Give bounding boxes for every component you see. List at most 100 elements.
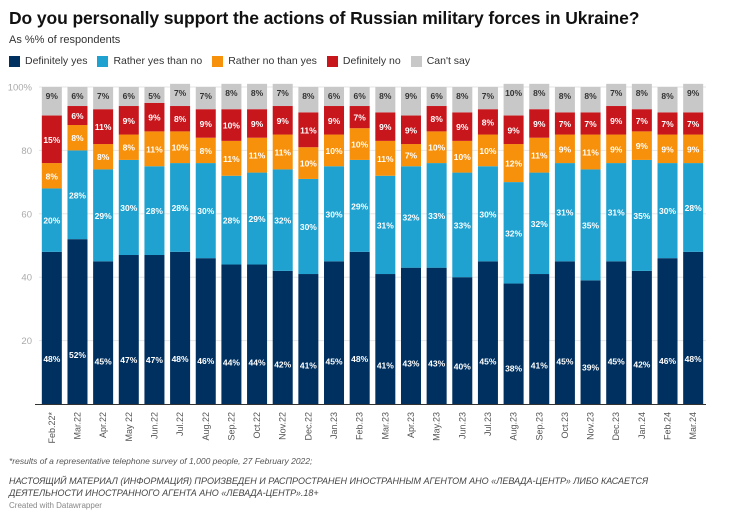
bar-segment: [118, 106, 139, 135]
value-label: 44%: [223, 358, 240, 368]
value-label: 10%: [326, 146, 343, 156]
bar-segment: [298, 112, 319, 148]
bar-segment: [477, 166, 498, 262]
bar-segment: [349, 159, 370, 252]
value-label: 47%: [146, 355, 163, 365]
bar-segment: [247, 83, 268, 110]
value-label: 10%: [428, 143, 445, 153]
value-label: 42%: [274, 360, 291, 370]
y-tick-label: 20: [21, 336, 32, 347]
y-tick-label: 60: [21, 209, 32, 220]
bar-segment: [247, 172, 268, 265]
value-label: 11%: [582, 147, 599, 157]
value-label: 32%: [531, 219, 548, 229]
bar-segment: [93, 261, 114, 404]
legend-swatch: [97, 55, 109, 67]
value-label: 30%: [300, 222, 317, 232]
x-tick-label: Mar.22: [72, 412, 82, 440]
value-label: 9%: [251, 119, 264, 129]
value-label: 31%: [377, 220, 394, 230]
value-label: 43%: [402, 359, 419, 369]
value-label: 9%: [533, 119, 546, 129]
bar-segment: [606, 106, 627, 135]
bar-segment: [503, 283, 524, 404]
value-label: 32%: [402, 212, 419, 222]
legend-label: Can't say: [426, 55, 471, 67]
bar-segment: [477, 261, 498, 404]
foreign-agent-notice: НАСТОЯЩИЙ МАТЕРИАЛ (ИНФОРМАЦИЯ) ПРОИЗВЕД…: [9, 476, 649, 498]
bar-segment: [195, 258, 216, 404]
x-tick-label: Nov.22: [278, 412, 288, 440]
value-label: 31%: [608, 208, 625, 218]
value-label: 33%: [454, 220, 471, 230]
value-label: 9%: [610, 144, 623, 154]
value-label: 6%: [328, 91, 341, 101]
value-label: 9%: [277, 116, 290, 126]
value-label: 9%: [405, 91, 418, 101]
value-label: 9%: [559, 144, 572, 154]
bar-segment: [170, 83, 191, 107]
bar-segment: [67, 87, 88, 107]
value-label: 29%: [351, 201, 368, 211]
value-label: 11%: [223, 154, 240, 164]
y-tick-label: 80: [21, 146, 32, 157]
bar-segment: [247, 137, 268, 173]
value-label: 11%: [274, 147, 291, 157]
value-label: 7%: [405, 151, 418, 161]
legend-swatch: [410, 55, 422, 67]
value-label: 10%: [172, 143, 189, 153]
bar-segment: [375, 112, 396, 141]
bar-segment: [324, 87, 345, 107]
bar-segment: [170, 106, 191, 132]
value-label: 9%: [456, 122, 469, 132]
bar-segment: [324, 166, 345, 262]
value-label: 10%: [454, 152, 471, 162]
bar-segment: [452, 112, 473, 141]
value-label: 9%: [379, 122, 392, 132]
value-label: 48%: [685, 354, 702, 364]
bar-segment: [247, 264, 268, 404]
value-label: 8%: [174, 114, 187, 124]
value-label: 42%: [633, 360, 650, 370]
value-label: 11%: [249, 151, 266, 161]
legend-swatch: [9, 55, 20, 67]
value-label: 8%: [46, 171, 59, 181]
value-label: 52%: [69, 350, 86, 360]
value-label: 33%: [428, 211, 445, 221]
bar-segment: [195, 163, 216, 259]
value-label: 41%: [377, 361, 394, 371]
bar-segment: [426, 131, 447, 164]
bar-segment: [93, 109, 114, 145]
bar-segment: [477, 134, 498, 167]
bar-segment: [41, 87, 62, 116]
x-tick-label: Dec.23: [611, 412, 621, 441]
value-label: 30%: [326, 209, 343, 219]
bar-segment: [324, 134, 345, 167]
value-label: 8%: [482, 117, 495, 127]
value-label: 9%: [405, 125, 418, 135]
bar-segment: [580, 87, 601, 113]
bar-segment: [503, 182, 524, 284]
bar-segment: [67, 125, 88, 151]
bar-segment: [452, 87, 473, 113]
x-axis: Feb.22* Mar.22 Apr.22 May 22 Jun.22 Jul.22 Aug…: [35, 404, 706, 444]
legend-swatch: [326, 55, 338, 67]
bar-segment: [631, 270, 652, 404]
bar-segment: [657, 87, 678, 113]
value-label: 10%: [351, 140, 368, 150]
bar-segment: [349, 128, 370, 160]
bar-segment: [606, 134, 627, 164]
bar-segment: [221, 175, 242, 265]
gridlines: [39, 86, 706, 342]
bar-segment: [606, 261, 627, 404]
bar-segment: [529, 109, 550, 138]
value-label: 9%: [610, 116, 623, 126]
value-label: 41%: [531, 361, 548, 371]
bar-segment: [554, 134, 575, 164]
bar-segment: [580, 280, 601, 404]
value-label: 9%: [200, 119, 213, 129]
x-tick-label: May.23: [432, 412, 442, 441]
x-tick-label: Aug.22: [201, 412, 211, 441]
bar-segment: [657, 163, 678, 259]
bar-segment: [631, 159, 652, 271]
